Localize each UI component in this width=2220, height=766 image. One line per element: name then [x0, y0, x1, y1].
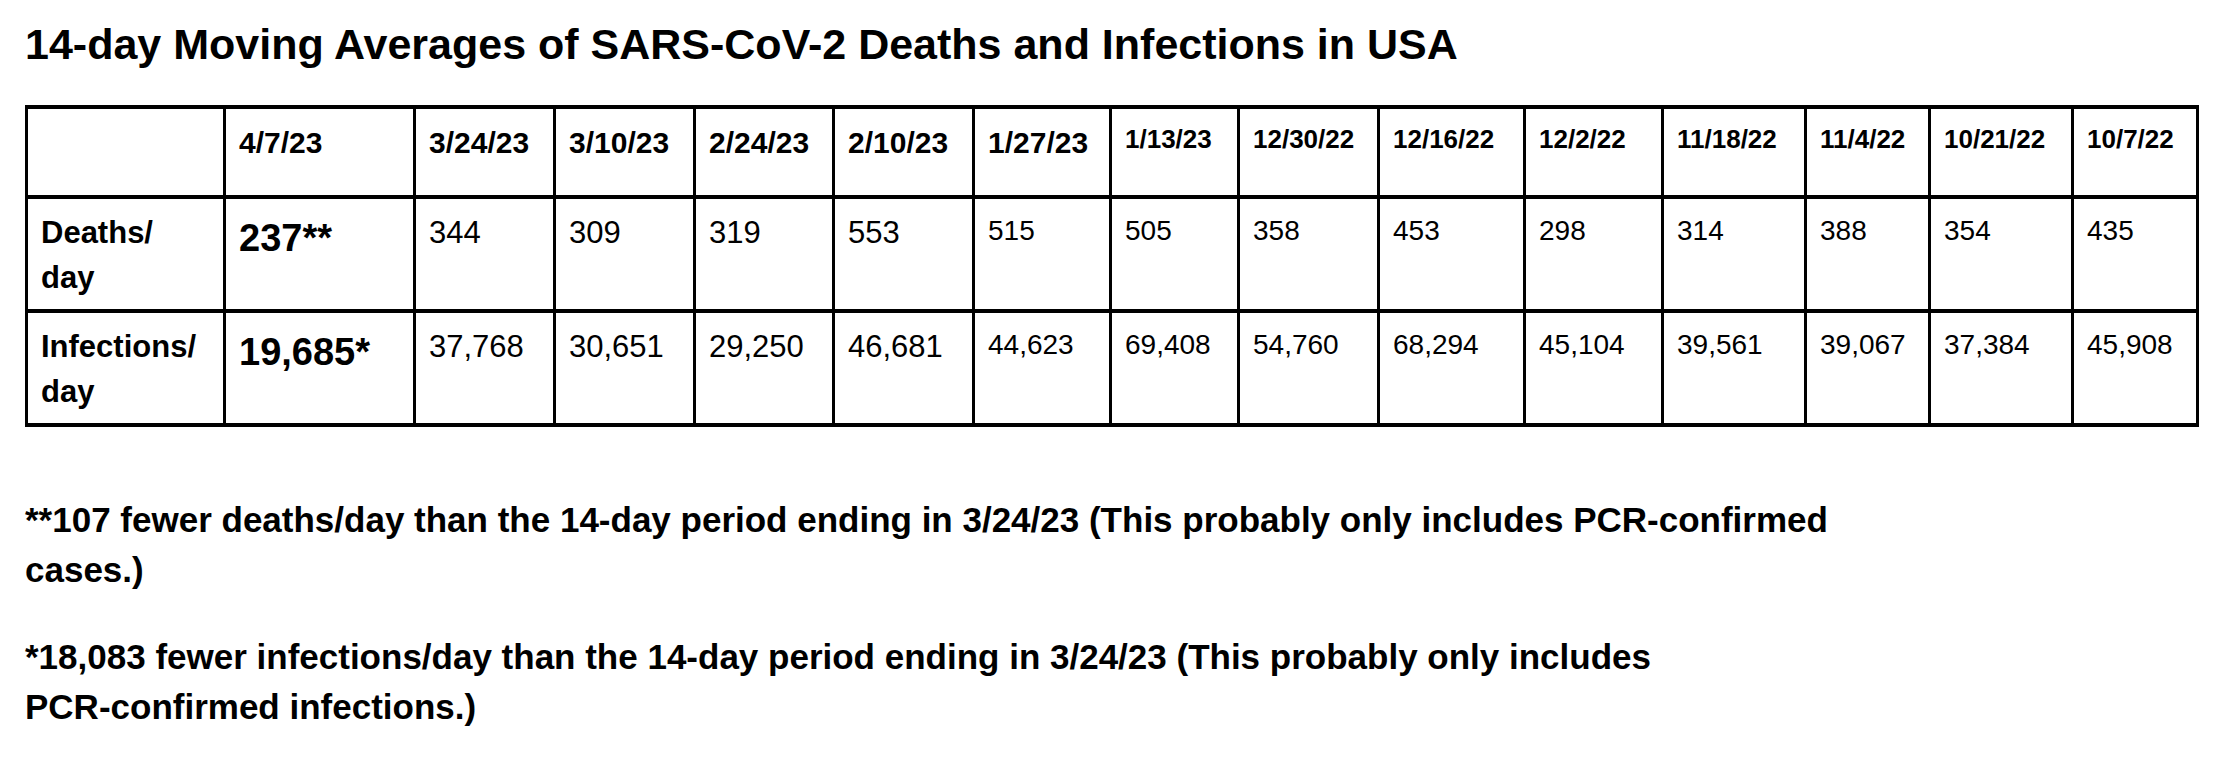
- column-header: 10/7/22: [2073, 107, 2198, 197]
- document-page: { "title": "14-day Moving Averages of SA…: [0, 0, 2220, 766]
- data-cell: 314: [1663, 197, 1806, 311]
- moving-averages-table: 4/7/233/24/233/10/232/24/232/10/231/27/2…: [25, 105, 2199, 427]
- data-cell: 344: [415, 197, 555, 311]
- column-header: 1/13/23: [1111, 107, 1239, 197]
- data-cell: 453: [1379, 197, 1525, 311]
- data-cell: 237**: [225, 197, 415, 311]
- footnote-deaths: **107 fewer deaths/day than the 14-day p…: [25, 495, 2196, 595]
- data-cell: 319: [695, 197, 834, 311]
- row-label: Infections/day: [27, 311, 225, 425]
- data-cell: 29,250: [695, 311, 834, 425]
- column-header: 12/30/22: [1239, 107, 1379, 197]
- data-cell: 515: [974, 197, 1111, 311]
- data-cell: 69,408: [1111, 311, 1239, 425]
- data-cell: 39,067: [1806, 311, 1930, 425]
- page-title: 14-day Moving Averages of SARS-CoV-2 Dea…: [25, 20, 2196, 69]
- data-cell: 54,760: [1239, 311, 1379, 425]
- data-cell: 358: [1239, 197, 1379, 311]
- footnote-infections-line-2: PCR-confirmed infections.): [25, 682, 2196, 732]
- data-cell: 435: [2073, 197, 2198, 311]
- column-header: 11/18/22: [1663, 107, 1806, 197]
- data-cell: 388: [1806, 197, 1930, 311]
- row-label-line: Infections/: [41, 325, 213, 370]
- column-header: 2/24/23: [695, 107, 834, 197]
- data-cell: 505: [1111, 197, 1239, 311]
- row-label-line: day: [41, 256, 213, 301]
- row-label: Deaths/day: [27, 197, 225, 311]
- column-header: 10/21/22: [1930, 107, 2073, 197]
- data-cell: 30,651: [555, 311, 695, 425]
- data-cell: 46,681: [834, 311, 974, 425]
- data-cell: 45,104: [1525, 311, 1663, 425]
- data-cell: 298: [1525, 197, 1663, 311]
- data-cell: 309: [555, 197, 695, 311]
- footnote-infections: *18,083 fewer infections/day than the 14…: [25, 632, 2196, 732]
- footnote-infections-line-1: *18,083 fewer infections/day than the 14…: [25, 632, 2196, 682]
- footnote-deaths-line-1: **107 fewer deaths/day than the 14-day p…: [25, 495, 2196, 545]
- column-header: 1/27/23: [974, 107, 1111, 197]
- column-header: 12/2/22: [1525, 107, 1663, 197]
- column-header: 2/10/23: [834, 107, 974, 197]
- data-cell: 68,294: [1379, 311, 1525, 425]
- row-label-line: Deaths/: [41, 211, 213, 256]
- column-header: 12/16/22: [1379, 107, 1525, 197]
- data-cell: 553: [834, 197, 974, 311]
- footnote-deaths-line-2: cases.): [25, 545, 2196, 595]
- column-header: 4/7/23: [225, 107, 415, 197]
- column-header: 3/24/23: [415, 107, 555, 197]
- column-header: 11/4/22: [1806, 107, 1930, 197]
- data-cell: 19,685*: [225, 311, 415, 425]
- data-cell: 37,768: [415, 311, 555, 425]
- row-label-line: day: [41, 370, 213, 415]
- data-cell: 39,561: [1663, 311, 1806, 425]
- data-cell: 45,908: [2073, 311, 2198, 425]
- data-cell: 37,384: [1930, 311, 2073, 425]
- column-header: 3/10/23: [555, 107, 695, 197]
- data-cell: 354: [1930, 197, 2073, 311]
- data-cell: 44,623: [974, 311, 1111, 425]
- corner-cell: [27, 107, 225, 197]
